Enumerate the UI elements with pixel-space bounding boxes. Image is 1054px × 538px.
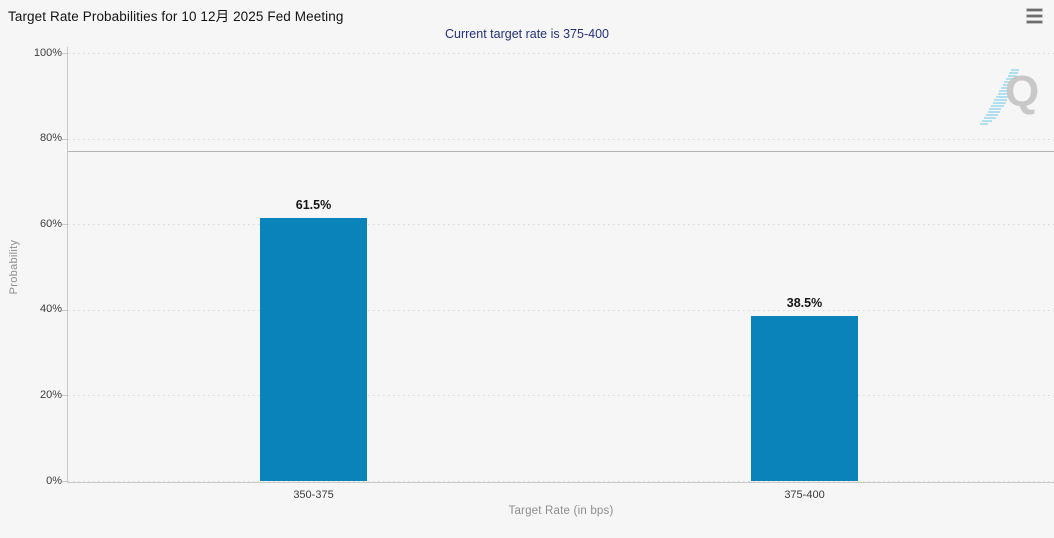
bar-value-label: 61.5% xyxy=(295,197,332,212)
plot-area: Q 0% 20% 40% 60% 80% 100% 61.5% 350-375 38.5% 375… xyxy=(34,47,1054,501)
y-tick-label: 40% xyxy=(39,303,62,316)
y-tick-mark xyxy=(62,395,68,397)
y-tick-label: 20% xyxy=(39,388,62,401)
gridline xyxy=(68,138,1054,140)
bar-value-label: 38.5% xyxy=(786,296,823,311)
quikstrike-logo-watermark: Q xyxy=(980,67,1039,125)
x-axis-title: Target Rate (in bps) xyxy=(508,505,614,517)
menu-bar xyxy=(1026,13,1043,18)
hamburger-menu-icon[interactable] xyxy=(1026,7,1045,24)
y-tick-mark xyxy=(62,224,68,226)
y-tick-mark xyxy=(62,53,68,54)
gridline xyxy=(68,395,1054,397)
gridline xyxy=(68,53,1054,54)
menu-bar xyxy=(1026,19,1043,24)
gridline xyxy=(68,481,1054,482)
bar[interactable] xyxy=(751,316,858,481)
y-tick-mark xyxy=(62,309,68,311)
chart-title: Target Rate Probabilities for 10 12月 202… xyxy=(8,9,344,24)
gridline xyxy=(68,224,1054,226)
watermark-letter-q: Q xyxy=(1005,67,1039,116)
y-tick-mark xyxy=(62,481,68,482)
x-axis-line xyxy=(67,482,1054,483)
y-tick-mark xyxy=(62,138,68,140)
y-tick-label: 60% xyxy=(39,217,62,230)
x-tick-label: 375-400 xyxy=(784,489,825,501)
y-axis-title: Probability xyxy=(8,239,20,295)
y-tick-label: 0% xyxy=(46,474,62,487)
y-tick-label: 100% xyxy=(33,46,62,59)
gridline xyxy=(68,309,1054,311)
y-tick-label: 80% xyxy=(39,132,62,145)
y-axis-line xyxy=(67,47,68,483)
menu-bar xyxy=(1026,7,1043,12)
chart-subtitle: Current target rate is 375-400 xyxy=(445,27,609,41)
x-tick-label: 350-375 xyxy=(293,489,334,501)
bar[interactable] xyxy=(260,217,367,481)
reference-line xyxy=(68,151,1054,153)
